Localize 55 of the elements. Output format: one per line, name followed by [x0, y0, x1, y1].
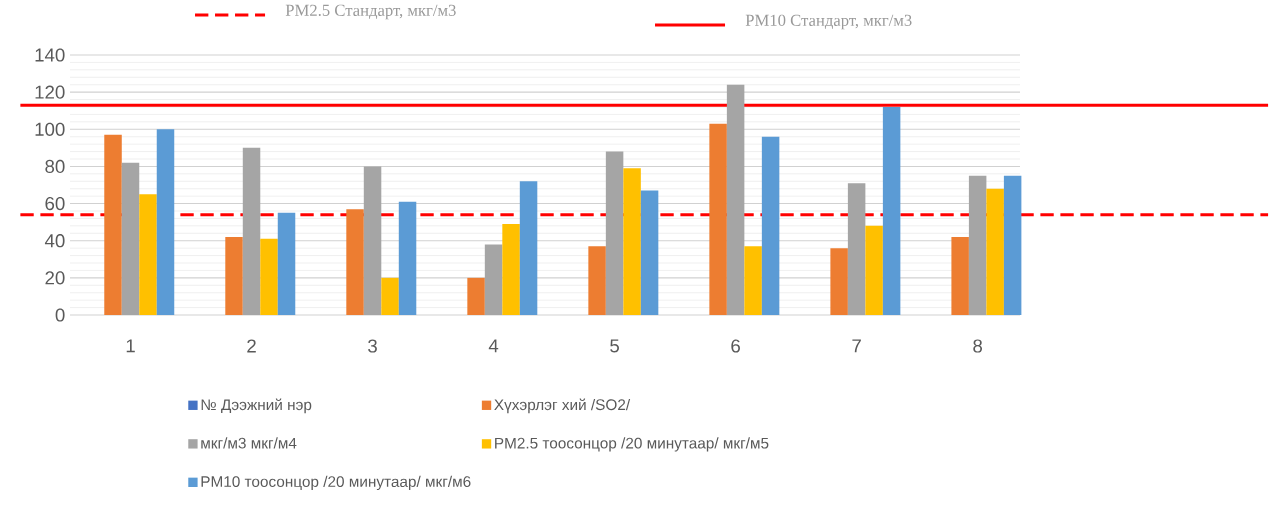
bar — [726, 84, 745, 315]
bar — [381, 277, 399, 315]
x-tick-label: 2 — [247, 339, 256, 353]
bar — [951, 237, 969, 315]
bar — [709, 123, 727, 315]
x-tick-label: 6 — [731, 339, 740, 353]
y-tick-label: 60 — [45, 196, 65, 211]
y-tick-label: 80 — [45, 159, 65, 174]
y-tick-label: 20 — [45, 271, 65, 285]
bar — [744, 246, 762, 315]
bar — [968, 175, 987, 315]
bar — [865, 225, 883, 315]
bar — [398, 201, 417, 315]
x-tick-label: 5 — [610, 339, 619, 353]
x-tick-label: 1 — [126, 339, 135, 353]
y-tick-label: 100 — [35, 122, 65, 136]
bar — [104, 134, 122, 315]
x-tick-label: 4 — [488, 339, 499, 353]
bar — [156, 129, 175, 315]
bar — [847, 183, 866, 315]
y-tick-label: 120 — [35, 85, 65, 99]
y-tick-label: 0 — [55, 308, 65, 322]
legend-label: мкг/м3 мкг/м4 — [201, 437, 297, 449]
y-tick-label: 140 — [35, 48, 65, 62]
x-tick-label: 3 — [368, 339, 377, 353]
bar — [761, 136, 780, 315]
x-tick-label: 7 — [852, 339, 861, 353]
bar — [605, 151, 624, 315]
y-tick-label: 40 — [44, 234, 65, 248]
bar — [363, 166, 382, 315]
bar — [121, 162, 140, 315]
bar — [467, 277, 485, 315]
bar — [484, 244, 503, 315]
bar — [260, 238, 278, 315]
bar — [830, 248, 848, 315]
x-tick-label: 8 — [973, 339, 983, 353]
bar — [242, 147, 261, 315]
legend-label: PM2.5 тоосонцор /20 минутаар/ мкг/м5 — [495, 437, 769, 452]
legend-label: Хүхэрлэг хий /SO2/ — [494, 398, 631, 414]
bar — [346, 209, 364, 315]
bar — [1003, 175, 1022, 315]
legend-label: № Дээжний нэр — [201, 398, 312, 414]
bar — [139, 194, 157, 315]
legend-label: PM2.5 Стандарт, мкг/м3 — [285, 4, 456, 20]
bar — [225, 237, 243, 315]
legend-label: PM10 Стандарт, мкг/м3 — [745, 14, 912, 30]
bar — [588, 246, 606, 315]
bar — [986, 188, 1004, 315]
bar — [502, 224, 520, 315]
legend-label: PM10 тоосонцор /20 минутаар/ мкг/м6 — [201, 475, 471, 491]
bar — [640, 190, 659, 315]
bar — [882, 107, 901, 315]
bar — [277, 212, 296, 315]
bar — [623, 168, 641, 315]
bar — [519, 181, 538, 315]
